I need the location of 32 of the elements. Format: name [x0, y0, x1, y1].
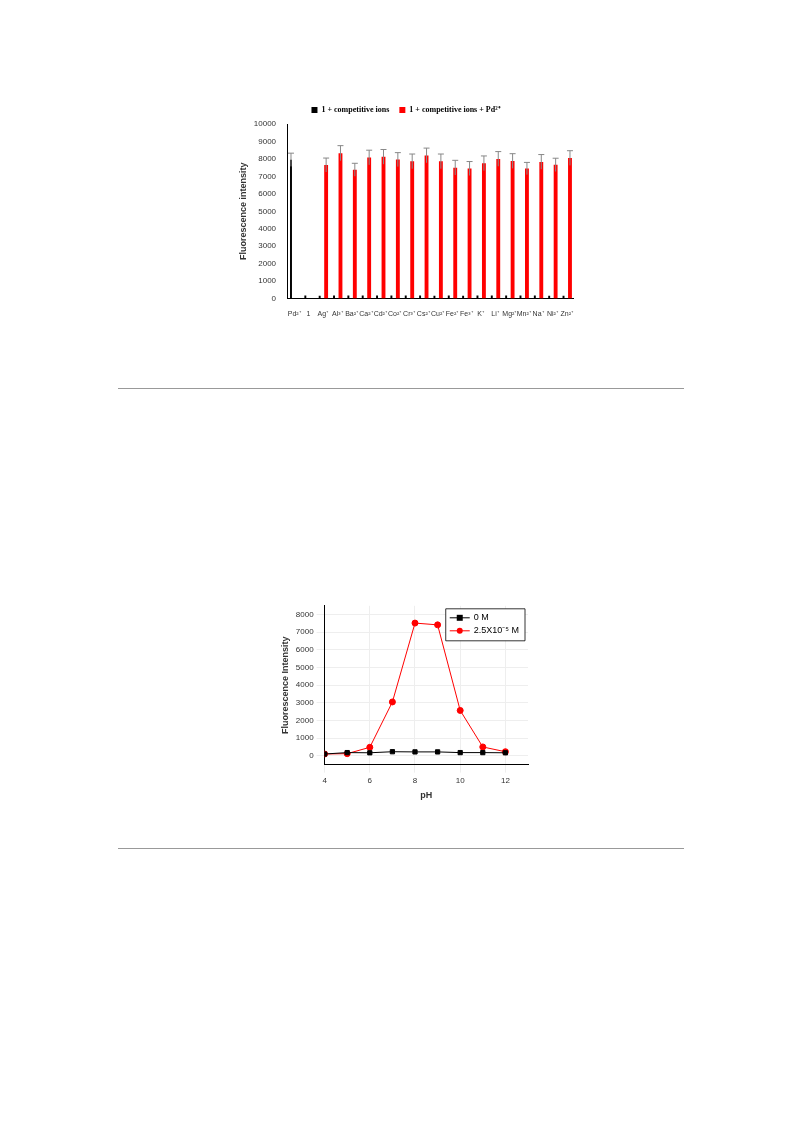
x-tick-label: 10: [455, 775, 466, 785]
x-tick-label: 6: [367, 775, 373, 785]
y-tick-label: 7000: [295, 627, 315, 637]
y-tick-label: 7000: [258, 171, 277, 181]
y-tick-label: 8000: [258, 154, 277, 164]
y-tick-label: 4000: [295, 680, 315, 690]
y-tick-label: 6000: [258, 189, 277, 199]
x-tick-label: 4: [322, 775, 328, 785]
y-tick-label: 2000: [295, 715, 315, 725]
legend-label: 1 + competitive ions + Pd²⁺: [409, 105, 501, 115]
y-tick-label: 5000: [295, 662, 315, 672]
y-tick-label: 9000: [258, 136, 277, 146]
y-tick-label: 10000: [253, 119, 277, 129]
y-axis-title: Fluorescence Intensity: [279, 636, 290, 734]
y-tick-label: 4000: [258, 223, 277, 233]
x-tick-label: 8: [412, 775, 418, 785]
y-tick-label: 8000: [295, 609, 315, 619]
legend-label: 1 + competitive ions: [321, 105, 390, 115]
y-tick-label: 1000: [258, 276, 277, 286]
y-tick-label: 0: [271, 293, 277, 303]
y-tick-label: 3000: [295, 698, 315, 708]
y-tick-label: 0: [309, 750, 315, 760]
y-tick-label: 5000: [258, 206, 277, 216]
x-axis-title: pH: [420, 790, 433, 801]
y-tick-label: 2000: [258, 258, 277, 268]
legend-label: 0 M: [473, 612, 489, 623]
x-tick-label: 12: [500, 775, 511, 785]
y-axis-title: Fluorescence intensity: [237, 162, 248, 261]
legend-label: 2.5X10⁻⁵ M: [473, 625, 520, 636]
y-tick-label: 6000: [295, 645, 315, 655]
y-tick-label: 1000: [295, 733, 315, 743]
y-tick-label: 3000: [258, 241, 277, 251]
